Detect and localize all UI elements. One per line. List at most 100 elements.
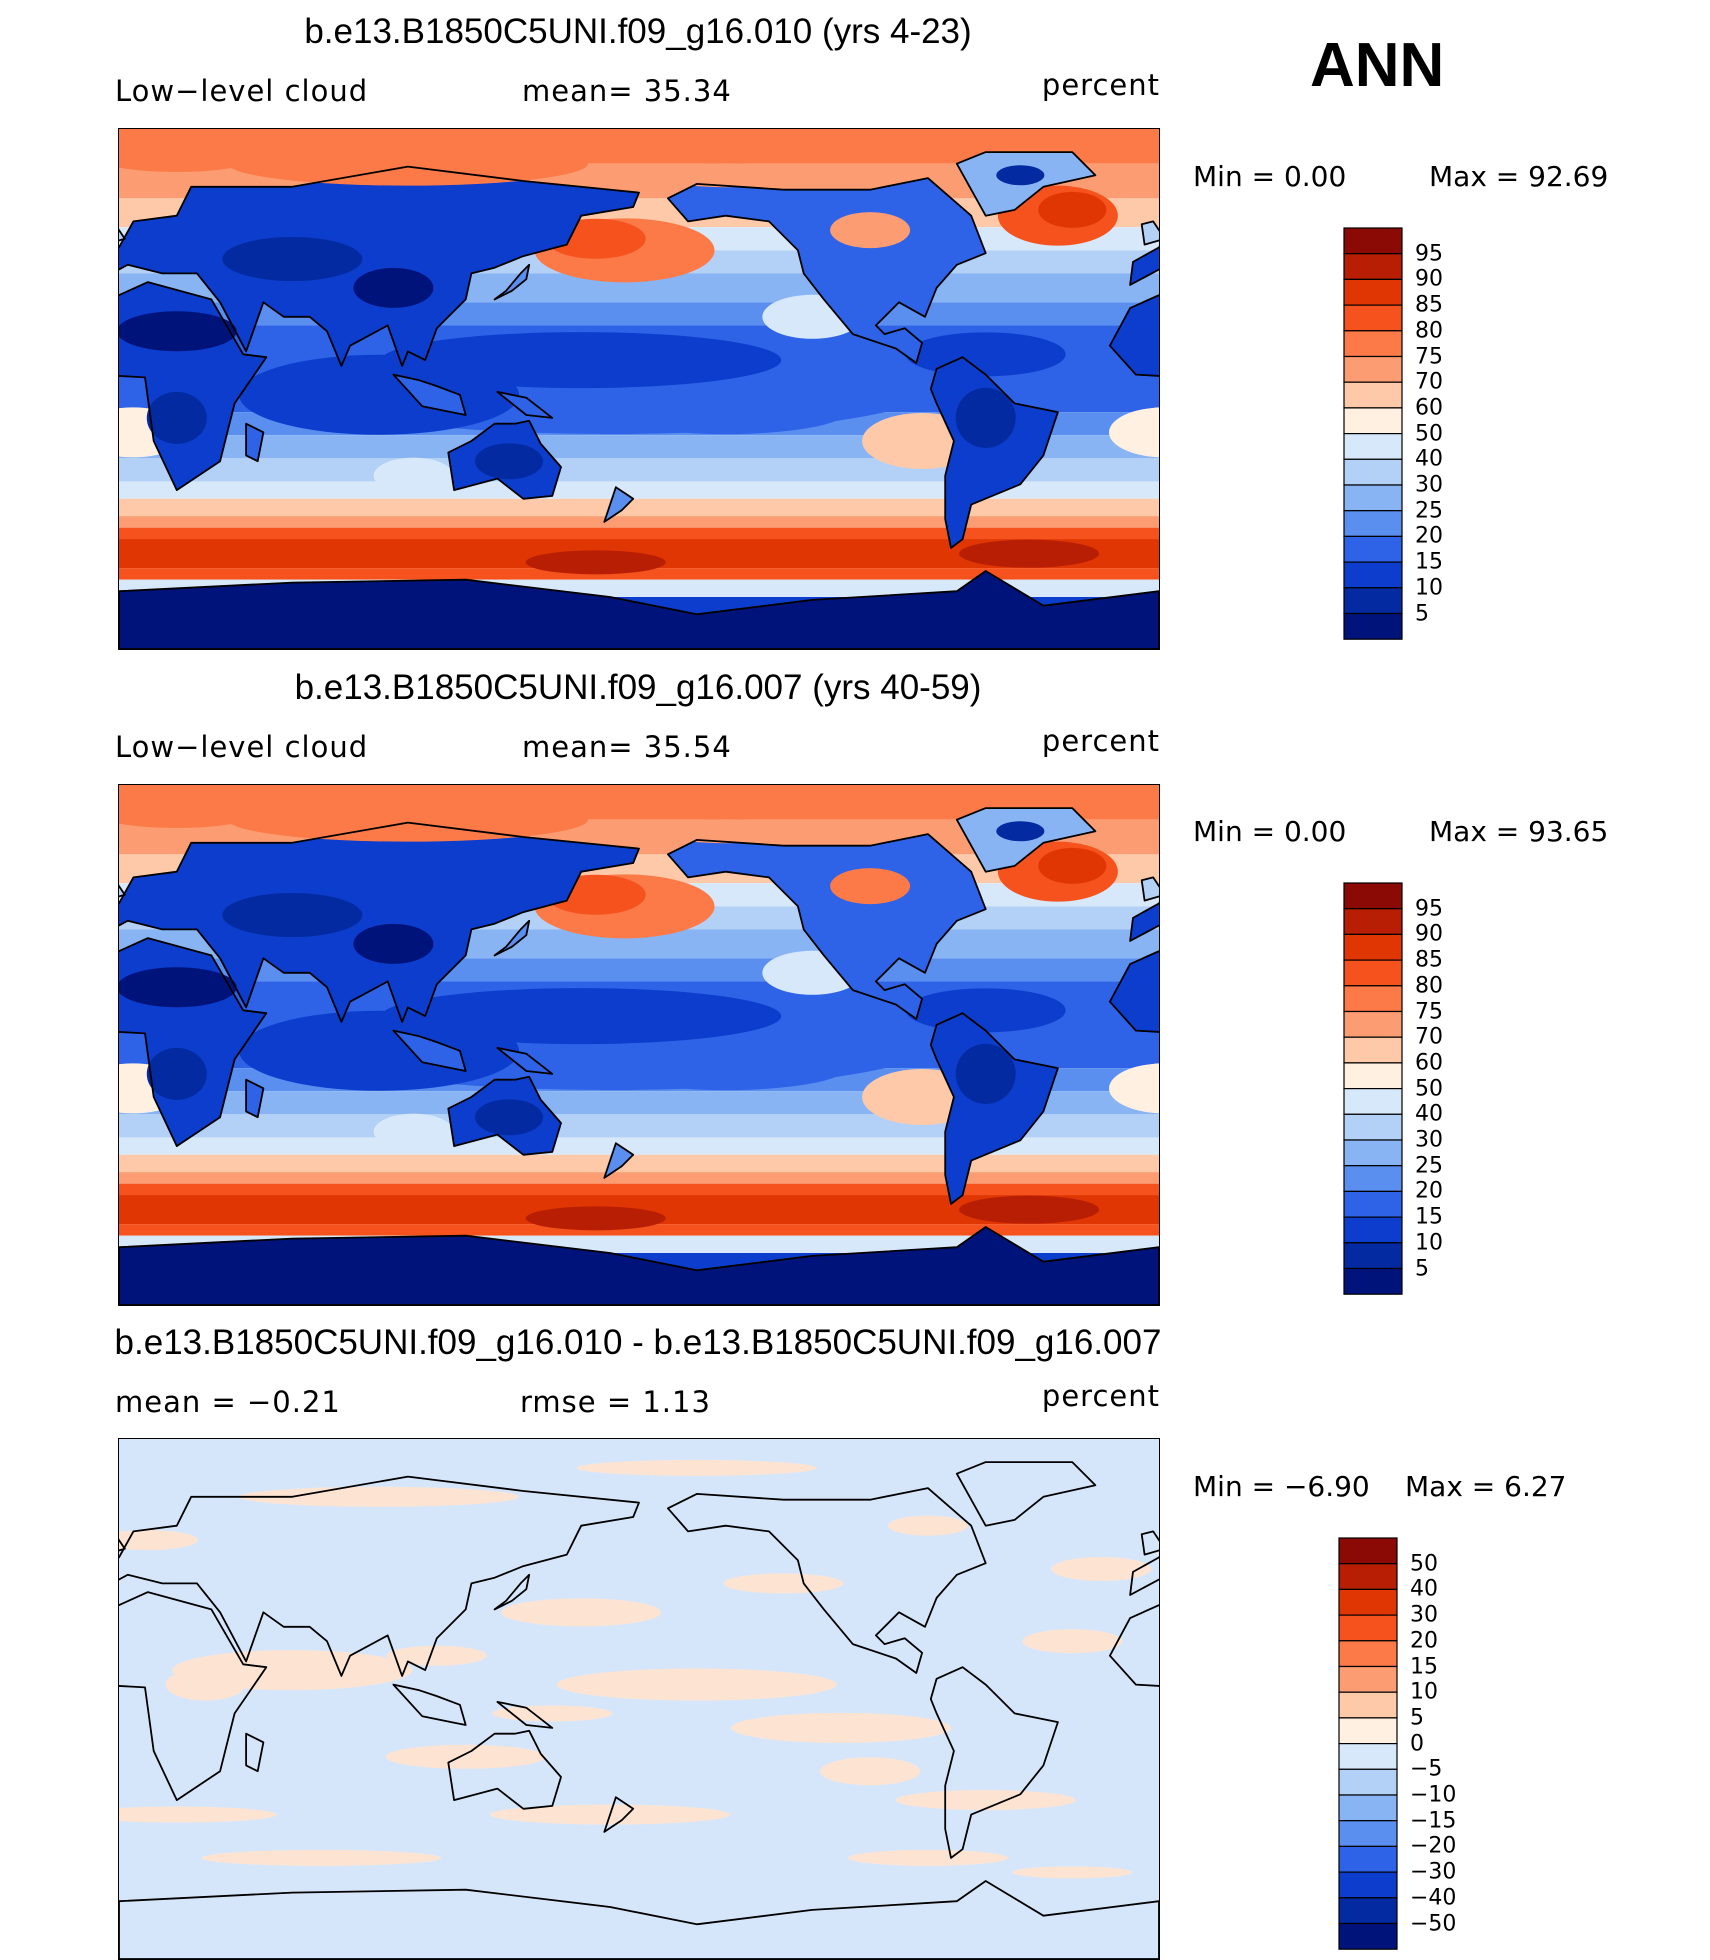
colorbar-segment (1343, 1139, 1403, 1167)
field-blob (847, 1849, 1008, 1866)
colorbar-segment (1343, 933, 1403, 961)
colorbar-tick-label: 50 (1415, 421, 1443, 447)
colorbar-segment (1338, 1820, 1398, 1848)
coastline (493, 919, 531, 957)
coastline (245, 1732, 265, 1773)
panel2-mean-label: mean= 35.54 (522, 730, 732, 764)
field-blob (353, 267, 434, 308)
field-blob (1012, 1866, 1133, 1879)
field-blob (887, 1515, 968, 1536)
field-blob (1051, 1557, 1152, 1581)
coastline (493, 263, 531, 301)
field-blob (119, 143, 257, 172)
coastline (955, 807, 1097, 873)
field-band (119, 539, 1159, 563)
field-blob (576, 1459, 817, 1476)
colorbar-segment (1343, 1088, 1403, 1115)
panel3-title: b.e13.B1850C5UNI.f09_g16.010 - b.e13.B18… (114, 1323, 1162, 1362)
coastline (929, 1012, 1059, 1205)
colorbar-segment (1343, 1190, 1403, 1218)
colorbar-segment (1338, 1588, 1398, 1616)
colorbar-segment (1343, 1242, 1403, 1270)
coastline (119, 1226, 1159, 1305)
colorbar-segment (1343, 330, 1403, 358)
coastline (392, 373, 467, 416)
colorbar-segment (1343, 908, 1403, 936)
field-blob (239, 1010, 519, 1091)
colorbar-segment (1343, 355, 1403, 383)
field-blob (165, 1668, 246, 1701)
field-blob (1109, 1063, 1159, 1114)
coastline (603, 1796, 635, 1833)
field-blob (386, 1645, 487, 1666)
colorbar-tick-label: 60 (1415, 395, 1443, 421)
colorbar-segment (1338, 1743, 1398, 1770)
colorbar-tick-label: 50 (1415, 1076, 1443, 1102)
panel3-rmse-label: rmse = 1.13 (520, 1385, 711, 1419)
field-land (497, 391, 553, 418)
colorbar-svg (1343, 227, 1403, 640)
panel1-units: percent (1041, 68, 1160, 102)
colorbar-segment (1343, 612, 1403, 640)
coastline (119, 1880, 1159, 1959)
coastline (447, 1075, 562, 1156)
coastline (1140, 876, 1159, 902)
panel2-map-canvas (119, 785, 1159, 1305)
field-land (1109, 951, 1159, 1032)
colorbar-segment (1343, 227, 1403, 255)
field-blob (955, 387, 1016, 448)
field-blob (959, 1195, 1099, 1224)
field-blob (119, 311, 237, 352)
colorbar-segment (1338, 1794, 1398, 1822)
coastline (496, 390, 554, 419)
field-blob (655, 819, 796, 844)
field-land (393, 374, 466, 415)
colorbar-tick-label: 50 (1410, 1551, 1438, 1577)
panel2-min-label: Min = 0.00 (1193, 815, 1347, 848)
field-blob (239, 1486, 519, 1507)
panel2-max-label: Max = 93.65 (1429, 815, 1609, 848)
panel2-title: b.e13.B1850C5UNI.f09_g16.007 (yrs 40-59) (294, 668, 982, 707)
field-blob (534, 1732, 715, 1753)
field-band (119, 516, 1159, 528)
field-blob (996, 821, 1045, 842)
colorbar-tick-label: 10 (1415, 1230, 1443, 1256)
panel3-units: percent (1041, 1379, 1160, 1413)
panel1-map (118, 128, 1160, 650)
field-blob (905, 332, 1066, 377)
field-blob (501, 1598, 662, 1627)
colorbar-tick-label: 5 (1415, 601, 1429, 626)
coastline (245, 422, 265, 463)
panel3-min-label: Min = −6.90 (1193, 1470, 1370, 1503)
colorbar-tick-label: 75 (1415, 344, 1443, 369)
colorbar-segment (1343, 1267, 1403, 1295)
coastline (119, 1475, 640, 1677)
field-blob (385, 1744, 546, 1769)
colorbar-tick-label: 15 (1415, 1204, 1443, 1230)
coastline (392, 1683, 467, 1726)
field-blob (239, 354, 519, 435)
coastline (119, 570, 1159, 649)
field-land (1109, 295, 1159, 376)
field-land (1130, 247, 1159, 285)
coastline (392, 1029, 467, 1072)
field-blob (492, 1705, 613, 1722)
field-blob (723, 1573, 844, 1594)
coastline (955, 1461, 1097, 1527)
field-blob (119, 799, 257, 828)
field-band (119, 481, 1159, 499)
colorbar-tick-label: 10 (1415, 575, 1443, 601)
panel1-mean-label: mean= 35.34 (522, 74, 732, 108)
colorbar-segment (1343, 278, 1403, 306)
panel1-left-label: Low−level cloud (115, 74, 369, 108)
coastline (493, 1573, 531, 1611)
colorbar-tick-label: 40 (1410, 1576, 1438, 1602)
field-blob (119, 1806, 277, 1823)
field-blob (227, 797, 588, 842)
field-blob (353, 923, 434, 964)
coastline (667, 177, 987, 364)
colorbar-segment (1343, 985, 1403, 1013)
field-blob (955, 1707, 1016, 1748)
field-land (119, 571, 1159, 649)
coastline (929, 356, 1059, 549)
